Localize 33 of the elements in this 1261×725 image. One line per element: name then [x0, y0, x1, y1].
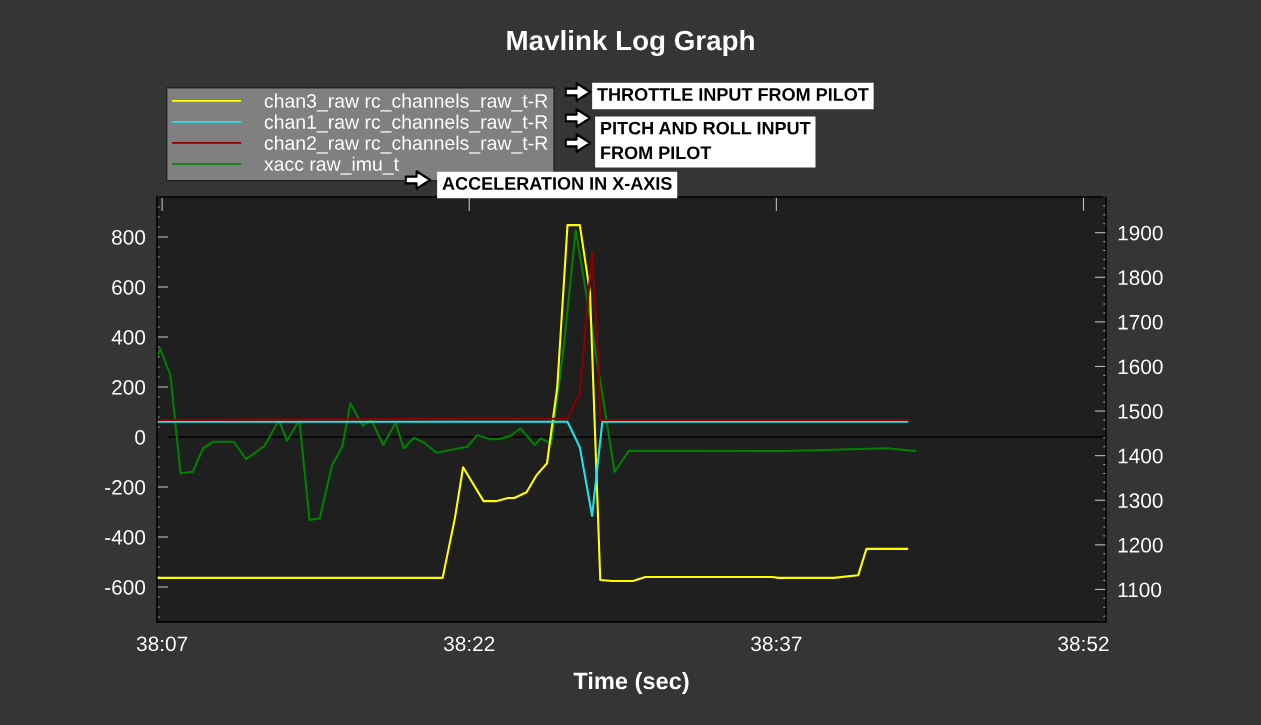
y-tick-label: -400	[105, 530, 146, 545]
text: PITCH AND ROLL INPUT FROM PILOT	[601, 121, 811, 160]
y-tick-label: 600	[112, 280, 146, 295]
y2-tick-label: 1300	[1118, 493, 1163, 509]
y2-tick-label: 1200	[1118, 537, 1163, 553]
y2-tick-label: 1800	[1118, 270, 1163, 286]
legend-label: xacc raw_imu_t	[264, 156, 399, 175]
y2-tick-label: 1900	[1118, 225, 1163, 241]
y-tick-label: -600	[105, 580, 146, 595]
text: ACCELERATION IN X-AXIS	[442, 177, 672, 190]
x-axis-title: Time (sec)	[573, 671, 689, 694]
text: THROTTLE INPUT FROM PILOT	[597, 88, 869, 101]
x-tick-label: 38:52	[1058, 636, 1109, 652]
x-tick-label: 38:07	[136, 636, 188, 652]
legend-label: chan2_raw rc_channels_raw_t-R	[264, 135, 548, 154]
y-tick-label: -200	[105, 480, 146, 495]
y2-tick-label: 1600	[1118, 359, 1163, 375]
legend-label: chan3_raw rc_channels_raw_t-R	[264, 93, 548, 112]
x-tick-label: 38:22	[443, 636, 495, 652]
x-tick-label: 38:37	[751, 636, 802, 652]
legend-label: chan1_raw rc_channels_raw_t-R	[264, 114, 548, 133]
line-series	[157, 250, 909, 422]
y-tick-label: 800	[112, 230, 146, 245]
y2-tick-label: 1500	[1118, 404, 1163, 419]
line-series	[157, 224, 909, 583]
y-tick-label: 0	[135, 430, 146, 445]
y2-tick-label: 1400	[1118, 448, 1163, 464]
line-series	[157, 228, 917, 522]
y2-tick-label: 1100	[1118, 582, 1162, 598]
y-tick-label: 200	[112, 380, 146, 395]
chart-title: Mavlink Log Graph	[507, 29, 754, 57]
y2-tick-label: 1700	[1118, 314, 1163, 330]
y-tick-label: 400	[111, 330, 146, 345]
